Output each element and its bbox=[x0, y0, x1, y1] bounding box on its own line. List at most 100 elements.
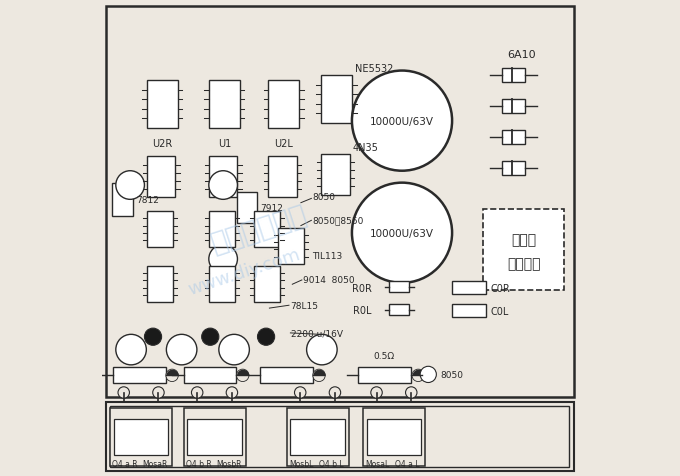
Text: 7912: 7912 bbox=[260, 204, 283, 213]
Bar bbox=[389, 305, 409, 315]
Bar bbox=[502, 131, 525, 145]
Text: 8050: 8050 bbox=[441, 370, 464, 379]
Text: 10000U/63V: 10000U/63V bbox=[370, 117, 434, 126]
Bar bbox=[209, 81, 240, 129]
Circle shape bbox=[116, 335, 146, 365]
Circle shape bbox=[352, 183, 452, 283]
Circle shape bbox=[116, 171, 144, 200]
Bar bbox=[367, 419, 421, 455]
Bar bbox=[147, 157, 175, 198]
Circle shape bbox=[202, 328, 219, 346]
Circle shape bbox=[412, 369, 424, 382]
Text: Q4 a L: Q4 a L bbox=[395, 459, 420, 468]
Bar bbox=[254, 212, 280, 248]
Circle shape bbox=[258, 328, 275, 346]
Circle shape bbox=[118, 387, 129, 398]
Text: NE5532: NE5532 bbox=[355, 64, 393, 74]
Circle shape bbox=[226, 387, 237, 398]
Bar bbox=[260, 367, 313, 383]
Text: 0.5Ω: 0.5Ω bbox=[374, 351, 395, 360]
Circle shape bbox=[371, 387, 382, 398]
Text: 电子制作天地: 电子制作天地 bbox=[207, 200, 311, 257]
Circle shape bbox=[209, 245, 237, 274]
Circle shape bbox=[237, 369, 249, 382]
Bar bbox=[363, 408, 425, 466]
Circle shape bbox=[209, 171, 237, 200]
Bar bbox=[114, 367, 166, 383]
Bar bbox=[483, 209, 564, 290]
Text: C0R: C0R bbox=[490, 283, 510, 293]
Text: 保护电路: 保护电路 bbox=[507, 257, 541, 271]
Circle shape bbox=[192, 387, 203, 398]
Bar bbox=[286, 408, 349, 466]
Circle shape bbox=[405, 387, 417, 398]
Bar bbox=[321, 155, 350, 195]
Text: MosbL: MosbL bbox=[289, 459, 313, 468]
Circle shape bbox=[420, 367, 437, 383]
Text: 9014  8050: 9014 8050 bbox=[303, 276, 354, 285]
Text: 扬声器: 扬声器 bbox=[511, 232, 537, 247]
Text: 4N35: 4N35 bbox=[352, 142, 378, 152]
Circle shape bbox=[352, 71, 452, 171]
Text: U1: U1 bbox=[218, 139, 231, 149]
Bar bbox=[184, 367, 237, 383]
Bar bbox=[147, 212, 173, 248]
Bar bbox=[147, 267, 173, 302]
Text: U2R: U2R bbox=[152, 139, 173, 149]
Text: R0R: R0R bbox=[352, 283, 372, 293]
Text: 78L15: 78L15 bbox=[290, 301, 318, 310]
Bar bbox=[269, 81, 299, 129]
Text: 10000U/63V: 10000U/63V bbox=[370, 228, 434, 238]
Text: MosbR: MosbR bbox=[216, 459, 241, 468]
Text: C0L: C0L bbox=[490, 306, 509, 316]
Bar bbox=[278, 228, 304, 264]
Circle shape bbox=[219, 335, 250, 365]
Bar bbox=[237, 193, 258, 224]
Bar bbox=[209, 267, 235, 302]
Bar bbox=[452, 305, 486, 317]
Bar bbox=[184, 408, 245, 466]
Bar bbox=[114, 419, 168, 455]
Circle shape bbox=[166, 369, 178, 382]
Bar bbox=[290, 419, 345, 455]
Circle shape bbox=[144, 328, 162, 346]
Bar bbox=[502, 162, 525, 176]
Bar bbox=[269, 157, 297, 198]
Bar bbox=[106, 402, 574, 471]
Text: Q4 a R: Q4 a R bbox=[112, 459, 138, 468]
Bar bbox=[502, 69, 525, 83]
Text: 7812: 7812 bbox=[136, 196, 158, 204]
Bar bbox=[389, 282, 409, 292]
Text: www.diy.com: www.diy.com bbox=[186, 245, 303, 298]
Text: 8050、8550: 8050、8550 bbox=[312, 217, 364, 225]
Bar bbox=[110, 408, 172, 466]
Bar bbox=[209, 212, 235, 248]
Circle shape bbox=[167, 335, 197, 365]
Bar bbox=[112, 183, 133, 217]
Text: TIL113: TIL113 bbox=[312, 252, 343, 260]
Bar bbox=[106, 7, 574, 397]
Bar bbox=[502, 100, 525, 114]
Text: MosaR: MosaR bbox=[142, 459, 168, 468]
Bar bbox=[209, 157, 237, 198]
Text: 2200 u/16V: 2200 u/16V bbox=[291, 329, 343, 337]
Bar bbox=[358, 367, 411, 383]
Bar bbox=[254, 267, 280, 302]
Text: 6A10: 6A10 bbox=[507, 50, 536, 60]
Bar bbox=[452, 282, 486, 295]
Text: R0L: R0L bbox=[354, 306, 372, 316]
Text: U2L: U2L bbox=[275, 139, 293, 149]
Circle shape bbox=[329, 387, 341, 398]
Text: MosaL: MosaL bbox=[365, 459, 390, 468]
Text: 8050: 8050 bbox=[312, 192, 335, 201]
Circle shape bbox=[307, 335, 337, 365]
Bar bbox=[110, 406, 569, 467]
Bar bbox=[321, 76, 352, 124]
Bar bbox=[188, 419, 241, 455]
Circle shape bbox=[153, 387, 164, 398]
Text: Q4 b R: Q4 b R bbox=[186, 459, 211, 468]
Circle shape bbox=[294, 387, 306, 398]
Text: Q4 b L: Q4 b L bbox=[319, 459, 343, 468]
Circle shape bbox=[313, 369, 325, 382]
Bar bbox=[147, 81, 178, 129]
